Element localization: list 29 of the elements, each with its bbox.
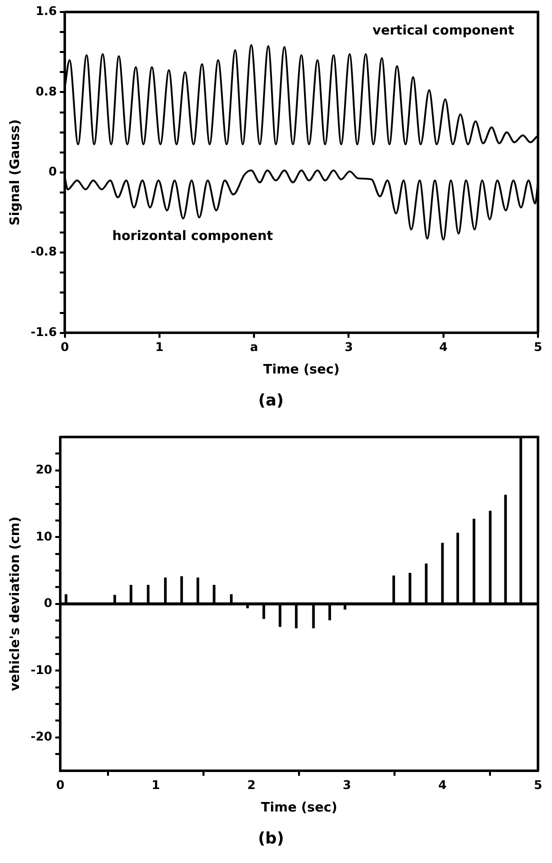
x-tick-label: 4 <box>438 778 447 792</box>
y-tick-label: 0.8 <box>36 84 57 98</box>
x-tick-label: 0 <box>60 340 70 354</box>
x-axis-title: Time (sec) <box>260 800 338 816</box>
y-axis-title: Signal (Gauss) <box>8 119 24 226</box>
x-tick-label: 2 <box>247 778 256 792</box>
series-label: vertical component <box>372 24 514 39</box>
x-tick-label: 1 <box>152 778 160 792</box>
text: (b) <box>258 828 284 848</box>
text: (a) <box>258 390 284 410</box>
y-tick-label: -1.6 <box>30 324 57 339</box>
y-axis-title: vehicle's deviation (cm) <box>8 516 24 692</box>
x-tick-label: 5 <box>534 778 542 792</box>
y-tick-label: 10 <box>36 529 52 544</box>
y-tick-label: -10 <box>30 662 52 677</box>
x-tick-label: 5 <box>534 340 542 354</box>
y-tick-label: 0 <box>48 164 57 179</box>
y-tick-label: -20 <box>30 730 52 744</box>
x-tick-label: a <box>250 340 258 354</box>
y-tick-label: 20 <box>36 462 52 477</box>
x-tick-label: 4 <box>439 340 448 354</box>
x-tick-label: 1 <box>155 340 164 354</box>
x-tick-label: 3 <box>342 778 352 792</box>
y-tick-label: 1.6 <box>36 4 57 18</box>
series-label: horizontal component <box>112 228 273 244</box>
x-tick-label: 3 <box>344 340 353 354</box>
y-tick-label: -0.8 <box>30 244 57 259</box>
x-axis-title: Time (sec) <box>263 362 340 378</box>
y-tick-label: 0 <box>44 596 52 610</box>
